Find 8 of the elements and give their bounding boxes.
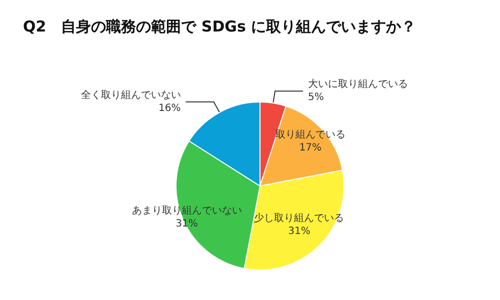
slice-label: 全く取り組んでいない xyxy=(80,88,181,101)
data-label: 5% xyxy=(308,92,324,104)
slice-label: あまり取り組んでいない xyxy=(132,206,242,217)
data-label: 17% xyxy=(299,142,322,154)
data-label: 16% xyxy=(158,102,181,114)
data-label: 31% xyxy=(288,226,310,238)
slice-label: 大いに取り組んでいる xyxy=(308,78,408,90)
chart-title: Q2 自身の職務の範囲で SDGs に取り組んでいますか？ xyxy=(23,18,416,36)
